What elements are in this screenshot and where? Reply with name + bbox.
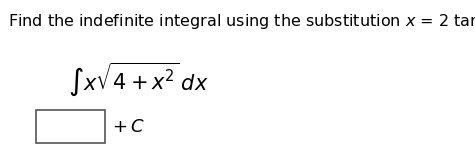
Text: $\int x\sqrt{4 + x^2}\, dx$: $\int x\sqrt{4 + x^2}\, dx$: [68, 60, 209, 98]
Text: $+\, C$: $+\, C$: [112, 118, 144, 136]
Bar: [37, 110, 105, 143]
Text: Find the indefinite integral using the substitution $x$ = 2 tan($\theta$).: Find the indefinite integral using the s…: [8, 12, 475, 31]
